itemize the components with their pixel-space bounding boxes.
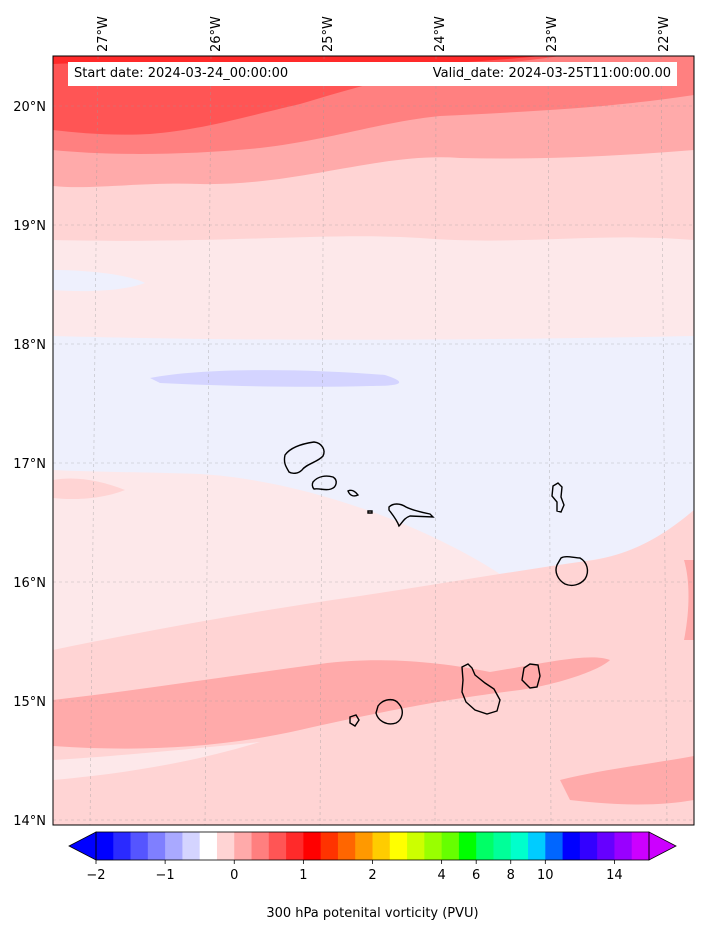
island-santa-luzia bbox=[347, 489, 360, 497]
island-sao-nicolau bbox=[388, 503, 435, 528]
colorbar-under-arrow bbox=[68, 831, 97, 861]
colorbar-cell bbox=[286, 832, 304, 860]
colorbar-ticks: −2 −1 0 1 2 4 6 8 10 14 bbox=[86, 860, 623, 883]
colorbar-cells bbox=[96, 832, 650, 860]
start-date: Start date: 2024-03-24_00:00:00 bbox=[74, 66, 289, 81]
colorbar-cell bbox=[147, 832, 166, 860]
lat-label: 20°N bbox=[13, 100, 46, 115]
valid-date: Valid_date: 2024-03-25T11:00:00.00 bbox=[432, 66, 671, 81]
colorbar-cell bbox=[182, 832, 201, 860]
colorbar-cell bbox=[597, 832, 615, 860]
date-info-box: Start date: 2024-03-24_00:00:00 Valid_da… bbox=[68, 62, 677, 86]
colorbar-cell bbox=[320, 832, 339, 860]
pv-band-weak-negative bbox=[53, 336, 694, 574]
pv-field bbox=[53, 56, 694, 825]
colorbar-tick-label: 14 bbox=[606, 868, 623, 883]
colorbar-tick-label: 10 bbox=[537, 868, 554, 883]
lat-label: 14°N bbox=[13, 814, 46, 829]
graticule-lon-line bbox=[89, 55, 99, 826]
island-razo bbox=[367, 510, 373, 514]
colorbar-tick-label: −1 bbox=[156, 868, 175, 883]
lat-label: 17°N bbox=[13, 457, 46, 472]
island-brava bbox=[349, 714, 360, 727]
pv-band-south-medium bbox=[53, 657, 610, 749]
pv-patch-weak-negative-west bbox=[53, 270, 145, 292]
colorbar-cell bbox=[424, 832, 443, 860]
colorbar-cell bbox=[96, 832, 114, 860]
lon-label: 26°W bbox=[209, 16, 224, 52]
lat-label: 19°N bbox=[13, 219, 46, 234]
graticule-lon-line bbox=[660, 55, 668, 826]
lon-label: 27°W bbox=[96, 16, 111, 52]
graticule bbox=[53, 55, 694, 826]
pv-patch-south-medium-2 bbox=[560, 756, 694, 805]
island-sal bbox=[551, 482, 565, 513]
island-santo-antao bbox=[283, 441, 325, 475]
lat-label: 18°N bbox=[13, 338, 46, 353]
colorbar-cell bbox=[337, 832, 356, 860]
colorbar-cell bbox=[268, 832, 287, 860]
map-frame bbox=[52, 55, 695, 826]
colorbar-cell bbox=[614, 832, 633, 860]
colorbar-cell bbox=[216, 832, 235, 860]
pv-patch-east-edge bbox=[684, 560, 694, 640]
lat-labels: 20°N 19°N 18°N 17°N 16°N 15°N 14°N bbox=[13, 100, 46, 829]
colorbar-cell bbox=[113, 832, 131, 860]
lon-label: 24°W bbox=[433, 16, 448, 52]
pv-patch-negative bbox=[150, 370, 400, 387]
colorbar-tick-label: 4 bbox=[437, 868, 445, 883]
colorbar-tick-label: −2 bbox=[86, 868, 105, 883]
coastlines bbox=[283, 441, 589, 727]
colorbar-cell bbox=[389, 832, 408, 860]
map-panel: 27°W 26°W 25°W 24°W 23°W 22°W 20°N 19°N … bbox=[13, 16, 695, 829]
colorbar-cell bbox=[441, 832, 460, 860]
colorbar-cell bbox=[579, 832, 598, 860]
pv-band-south-pale bbox=[53, 742, 260, 780]
colorbar-tick-label: 2 bbox=[368, 868, 376, 883]
lon-labels: 27°W 26°W 25°W 24°W 23°W 22°W bbox=[96, 16, 672, 52]
colorbar-cell bbox=[165, 832, 183, 860]
colorbar-cell bbox=[476, 832, 494, 860]
lat-label: 15°N bbox=[13, 695, 46, 710]
lon-label: 23°W bbox=[545, 16, 560, 52]
colorbar-cell bbox=[251, 832, 270, 860]
colorbar-cell bbox=[130, 832, 149, 860]
colorbar-cell bbox=[528, 832, 546, 860]
colorbar-cell bbox=[407, 832, 425, 860]
colorbar-cell bbox=[234, 832, 252, 860]
colorbar-tick-label: 6 bbox=[472, 868, 480, 883]
graticule-lon-line bbox=[204, 55, 212, 826]
colorbar-cell bbox=[545, 832, 563, 860]
colorbar-cell bbox=[631, 832, 650, 860]
graticule-lon-line bbox=[319, 55, 325, 826]
colorbar-tick-label: 1 bbox=[299, 868, 307, 883]
colorbar-cell bbox=[562, 832, 581, 860]
graticule-lon-line bbox=[547, 55, 552, 826]
lon-label: 25°W bbox=[321, 16, 336, 52]
island-sao-vicente bbox=[311, 475, 337, 491]
pv-band-south-light-2 bbox=[53, 478, 125, 500]
colorbar-cell bbox=[355, 832, 373, 860]
island-santiago bbox=[461, 663, 501, 715]
colorbar-cell bbox=[458, 832, 477, 860]
island-fogo bbox=[375, 699, 403, 725]
graticule-lon-line bbox=[434, 55, 437, 826]
colorbar-over-arrow bbox=[648, 831, 677, 861]
colorbar-cell bbox=[199, 832, 218, 860]
colorbar-title: 300 hPa potenital vorticity (PVU) bbox=[266, 906, 479, 921]
colorbar-tick-label: 8 bbox=[507, 868, 515, 883]
colorbar-cell bbox=[303, 832, 322, 860]
lon-label: 22°W bbox=[657, 16, 672, 52]
colorbar-cell bbox=[493, 832, 512, 860]
colorbar: −2 −1 0 1 2 4 6 8 10 14 bbox=[68, 831, 677, 883]
island-maio bbox=[521, 663, 541, 689]
island-boa-vista bbox=[555, 555, 589, 587]
colorbar-cell bbox=[372, 832, 391, 860]
colorbar-cell bbox=[510, 832, 529, 860]
lat-label: 16°N bbox=[13, 576, 46, 591]
colorbar-tick-label: 0 bbox=[230, 868, 238, 883]
